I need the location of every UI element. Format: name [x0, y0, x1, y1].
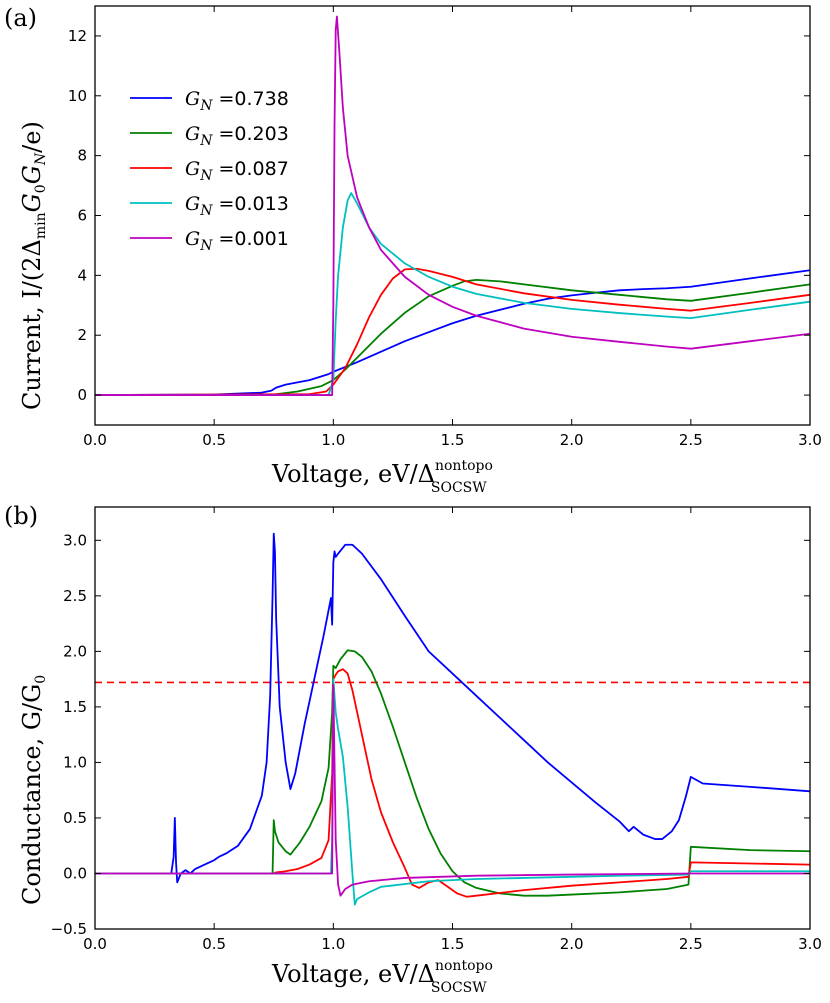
panel-a-plot: 0.0 0.5 1.0 1.5 2.0 2.5 3.0 0 2 4 6 8 10 12 GN =0.738…	[68, 5, 822, 449]
panel-b-plot: 0.0 0.5 1.0 1.5 2.0 2.5 3.0−0.50.00.51.01.52.0…	[51, 506, 822, 953]
panel-b-xlabel: Voltage, eV/Δnontopo SOCSW	[271, 958, 493, 996]
panel-a-ytick-label: 12	[68, 27, 87, 45]
panel-a-xtick-label: 0.5	[202, 431, 226, 449]
panel-b-series-line-3	[95, 668, 811, 898]
panel-a-series-line-4	[95, 192, 811, 396]
panel-a-legend: GN =0.738 GN =0.203 GN =0.087 GN =0.013 GN =…	[130, 88, 289, 254]
panel-a-xtick-label: 2.5	[679, 431, 703, 449]
panel-a-ytick-label: 0	[77, 386, 87, 404]
legend-entry-5: GN =0.001	[185, 228, 289, 254]
panel-a-ytick-label: 6	[77, 207, 87, 225]
panel-a-ylabel: Current, I/(2ΔminG0GN/e)	[18, 121, 49, 410]
panel-a-series-group	[94, 15, 811, 396]
panel-b-ytick-label: 3.0	[63, 531, 87, 549]
legend-entry-3: GN =0.087	[185, 158, 289, 184]
panel-a-ytick-label: 10	[68, 87, 87, 105]
panel-b-ticks: 0.0 0.5 1.0 1.5 2.0 2.5 3.0−0.50.00.51.01.52.0…	[51, 507, 822, 953]
panel-a-xtick-label: 2.0	[560, 431, 584, 449]
panel-b-ytick-label: 0.0	[63, 864, 87, 882]
panel-b-xtick-label: 2.0	[560, 935, 584, 953]
panel-b-xtick-label: 3.0	[798, 935, 822, 953]
panel-a-series-line-2	[95, 278, 811, 396]
panel-b-xtick-label: 0.5	[202, 935, 226, 953]
panel-b-ytick-label: 0.5	[63, 809, 87, 827]
panel-b-series-line-2	[95, 649, 811, 897]
legend-entry-2: GN =0.203	[185, 123, 289, 149]
panel-a-series-line-1	[94, 269, 811, 396]
panel-b-series-line-5	[95, 683, 810, 897]
panel-a-xtick-label: 3.0	[798, 431, 822, 449]
panel-b-xtick-label: 2.5	[679, 935, 703, 953]
panel-b-series-line-1	[95, 532, 811, 884]
panel-b-xtick-label: 1.5	[441, 935, 465, 953]
panel-a-ticks: 0.0 0.5 1.0 1.5 2.0 2.5 3.0 0 2 4 6 8 10 12	[68, 6, 822, 449]
panel-a-frame	[94, 5, 811, 426]
panel-a-series-line-3	[94, 267, 811, 396]
panel-a-xtick-label: 1.0	[321, 431, 345, 449]
panel-b-ylabel: Conductance, G/G0	[18, 675, 49, 905]
legend-entry-4: GN =0.013	[185, 193, 289, 219]
panel-b-ytick-label: −0.5	[51, 920, 87, 938]
panel-a-ytick-label: 8	[77, 147, 87, 165]
panel-b-frame	[94, 506, 811, 930]
panel-b-xtick-label: 1.0	[321, 935, 345, 953]
panel-a-series-line-5	[95, 15, 811, 396]
panel-b-ytick-label: 2.5	[63, 587, 87, 605]
panel-label-a: (a)	[4, 4, 37, 32]
panel-b-ytick-label: 1.5	[63, 698, 87, 716]
panel-b-series-group	[95, 532, 811, 906]
panel-a-xtick-label: 1.5	[441, 431, 465, 449]
panel-b-ytick-label: 1.0	[63, 753, 87, 771]
panel-b-xtick-label: 0.0	[83, 935, 107, 953]
panel-a-ytick-label: 4	[77, 266, 87, 284]
panel-a-xtick-label: 0.0	[83, 431, 107, 449]
panel-a-xlabel: Voltage, eV/Δnontopo SOCSW	[271, 458, 493, 496]
panel-a-ytick-label: 2	[77, 326, 87, 344]
legend-entry-1: GN =0.738	[185, 88, 289, 114]
panel-label-b: (b)	[4, 502, 38, 530]
panel-b-ytick-label: 2.0	[63, 642, 87, 660]
